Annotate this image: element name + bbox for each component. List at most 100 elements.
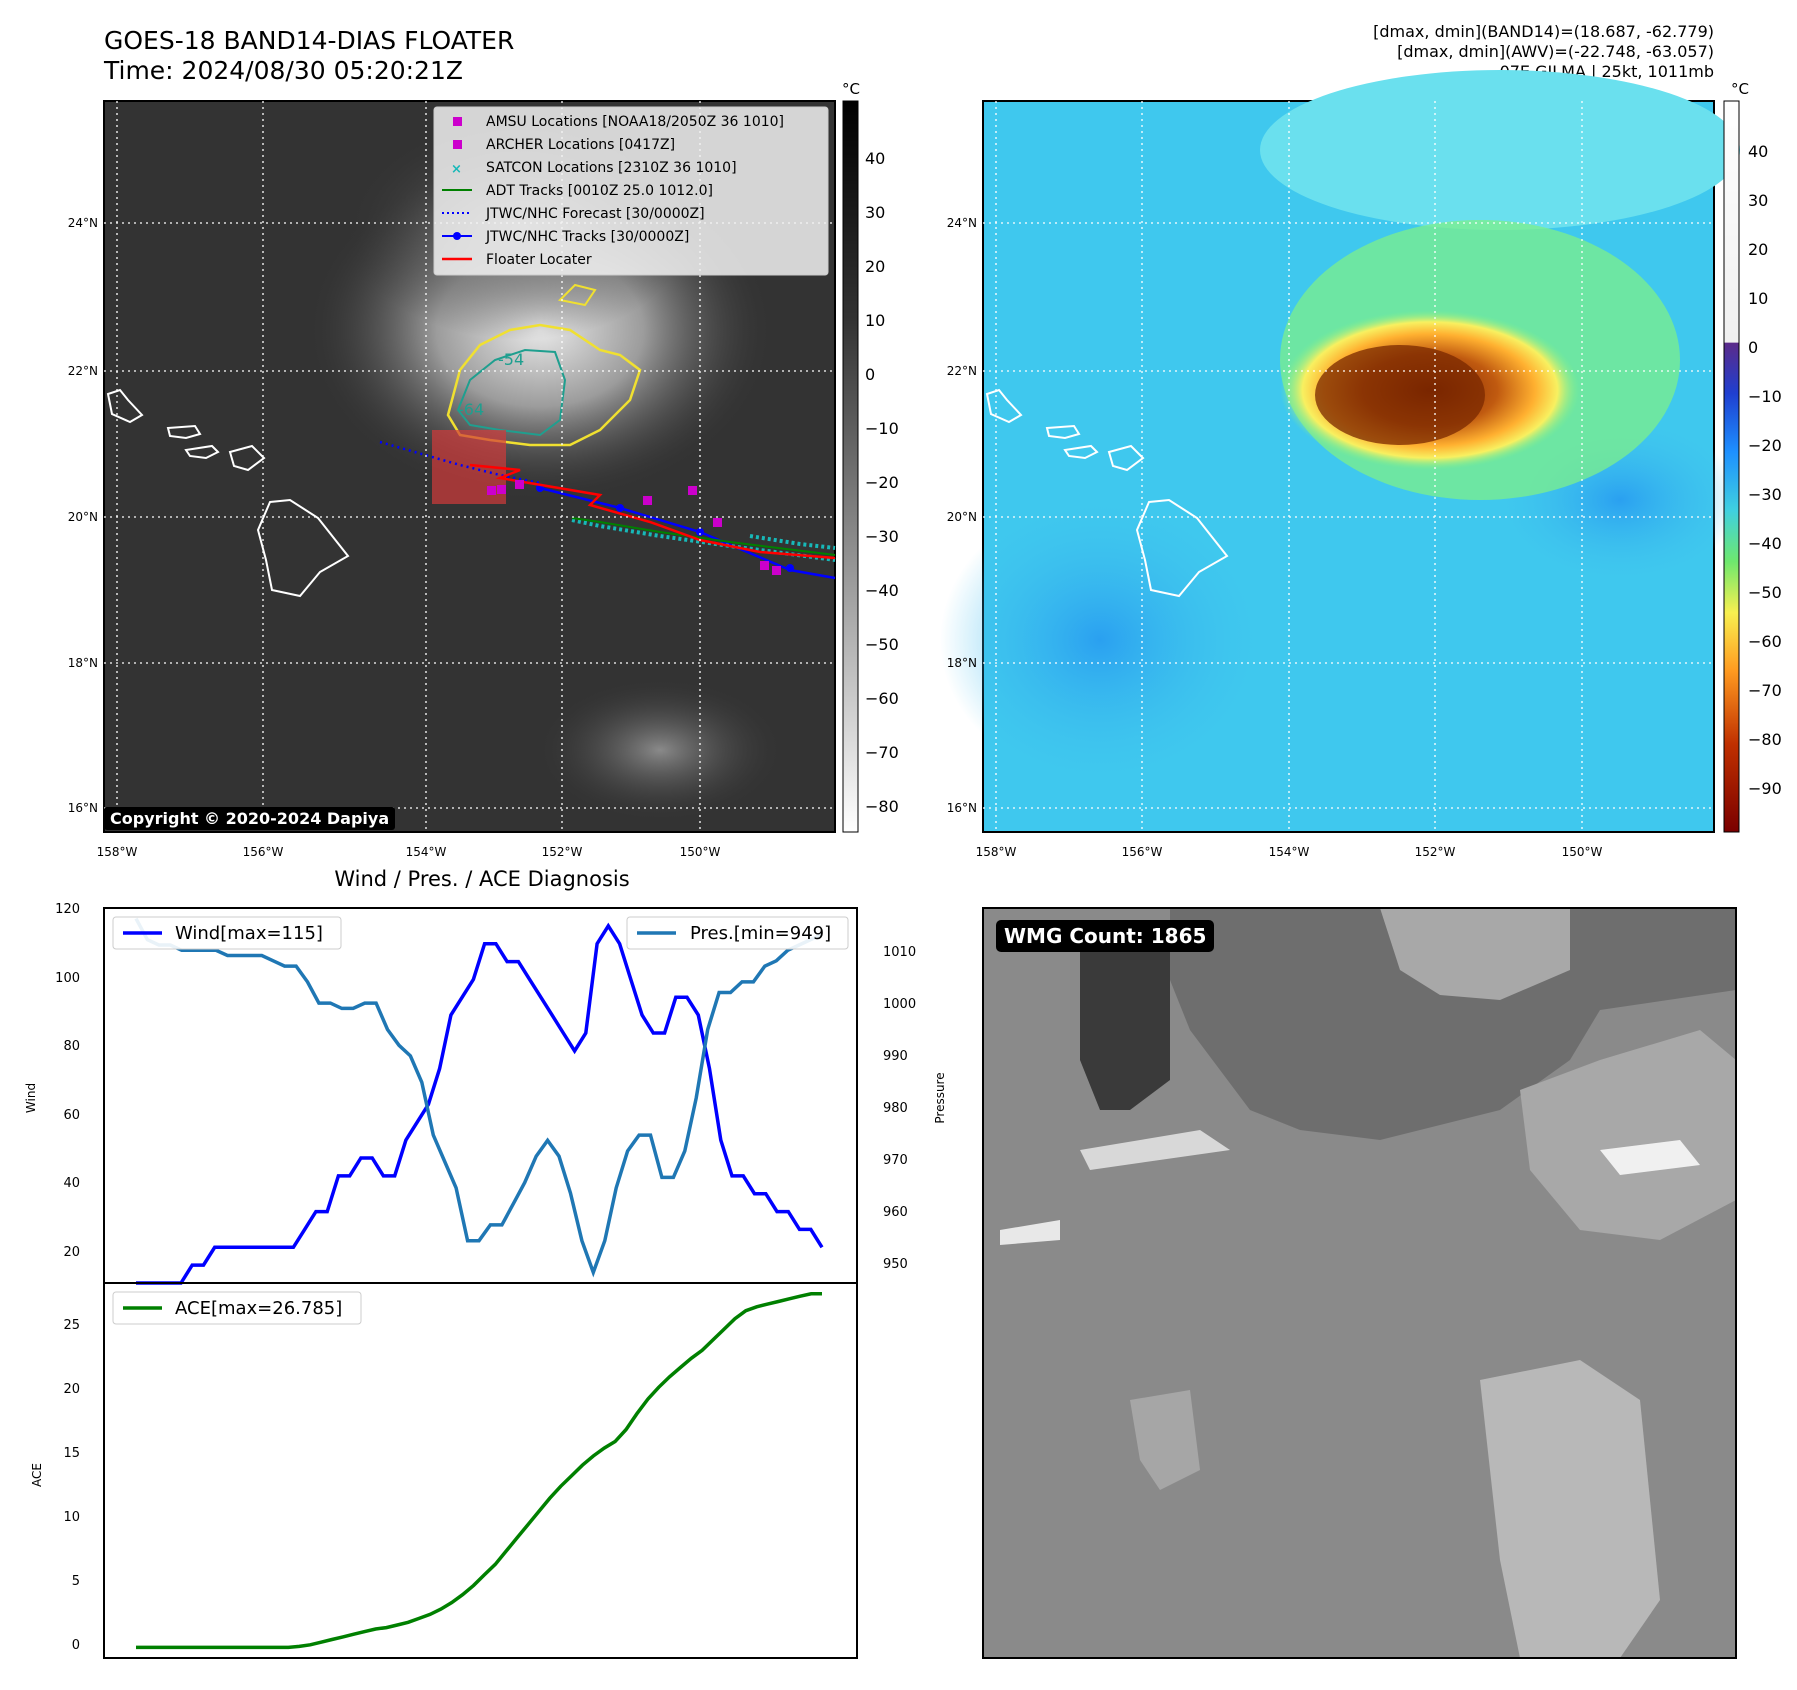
figure-title-line1: GOES-18 BAND14-DIAS FLOATER [104,26,515,55]
amsu-marker [643,496,652,505]
contour-label-54: -54 [498,350,524,369]
pressure-tick: 1010 [883,945,916,960]
satcon-track [571,518,836,562]
cb-tick: −30 [865,527,899,546]
legend-box [433,106,829,276]
pressure-tick: 970 [883,1153,908,1168]
wind-series-line [136,922,824,1285]
legend-archer-marker [453,140,462,149]
wind-legend-box [112,916,342,950]
cb-tick: 40 [1748,142,1768,161]
wmg-light-east [1520,1030,1736,1240]
wind-tick: 60 [63,1108,80,1123]
lon-label: 152°W [542,845,583,859]
lon-label: 154°W [406,845,447,859]
cb-tick: −20 [865,473,899,492]
amsu-marker [713,518,722,527]
cb-tick: 20 [865,257,885,276]
lat-label: 18°N [68,656,98,670]
stats-header: [dmax, dmin](BAND14)=(18.687, -62.779) [… [1373,22,1714,82]
awv-moist-top [1260,70,1740,230]
wind-tick: 80 [63,1039,80,1054]
cb-tick: −20 [1748,436,1782,455]
awv-lat-labels: 24°N 22°N 20°N 18°N 16°N [947,216,977,815]
ace-tick: 25 [63,1318,80,1333]
pressure-legend-label: Pres.[min=949] [690,923,831,944]
stats-awv: [dmax, dmin](AWV)=(-22.748, -63.057) [1397,42,1714,61]
ace-tick: 20 [63,1382,80,1397]
legend-adt: ADT Tracks [0010Z 25.0 1012.0] [486,183,713,199]
adt-track [571,517,836,556]
wind-tick: 40 [63,1176,80,1191]
lon-label: 158°W [976,845,1017,859]
ace-frame [103,1282,858,1659]
lat-label: 18°N [947,656,977,670]
cb-tick: −60 [1748,632,1782,651]
cb-tick: 10 [865,311,885,330]
cb-tick: 30 [865,203,885,222]
awv-colorbar: °C 40 30 20 10 0 −10 −20 −30 −40 −50 −60… [1723,80,1782,833]
cb-tick: −50 [865,635,899,654]
wind-pressure-frame [103,907,858,1284]
wmg-bright-streak [1080,1130,1230,1170]
lat-label: 16°N [947,801,977,815]
cb-tick: −50 [1748,583,1782,602]
wind-pressure-chart: Wind Pressure 120 100 80 60 40 20 1010 1… [24,902,947,1285]
lon-label: 158°W [97,845,138,859]
band14-map: -54 -64 [103,100,836,833]
jtwc-point [616,504,624,512]
ace-tick: 15 [63,1446,80,1461]
wmg-count-badge: WMG Count: 1865 [996,920,1215,952]
oahu-outline [166,424,202,440]
awv-colorbar-unit: °C [1731,80,1749,98]
amsu-marker [772,566,781,575]
wmg-bright-streak [1000,1220,1060,1245]
oahu-outline [1045,424,1081,440]
amsu-marker [688,486,697,495]
band14-colorbar-ticks: 40 30 20 10 0 −10 −20 −30 −40 −50 −60 −7… [865,149,899,816]
stats-band14: [dmax, dmin](BAND14)=(18.687, -62.779) [1373,22,1714,41]
wind-legend-label: Wind[max=115] [175,923,323,944]
copyright-badge: Copyright © 2020-2024 Dapiya [104,807,396,830]
awv-colorbar-bar [1723,100,1740,833]
lat-label: 24°N [947,216,977,230]
wind-tick: 120 [55,902,80,917]
awv-blue-sw [940,500,1260,780]
legend-amsu: AMSU Locations [NOAA18/2050Z 36 1010] [486,114,784,130]
diagnosis-title: Wind / Pres. / ACE Diagnosis [334,867,629,891]
figure-title-line2: Time: 2024/08/30 05:20:21Z [104,56,463,85]
contour-label-64: -64 [458,400,484,419]
legend-jtwc-dot [453,232,461,240]
cb-tick: 0 [1748,338,1758,357]
cb-tick: −60 [865,689,899,708]
ace-chart: ACE 25 20 15 10 5 0 ACE[max=26.785] [30,1282,858,1659]
band14-lat-labels: 24°N 22°N 20°N 18°N 16°N [68,216,98,815]
ace-legend-box [112,1291,362,1325]
wind-legend: Wind[max=115] [112,916,342,950]
ace-tick: 10 [63,1510,80,1525]
cb-tick: −30 [1748,485,1782,504]
ace-legend: ACE[max=26.785] [112,1291,362,1325]
satcon-track-east [749,534,836,550]
hawaii-islands-right [985,388,1229,598]
big-island-outline [256,498,350,598]
pressure-tick: 960 [883,1205,908,1220]
band14-legend: AMSU Locations [NOAA18/2050Z 36 1010] AR… [433,106,829,276]
band14-colorbar-unit: °C [842,80,860,98]
lat-label: 22°N [947,364,977,378]
pressure-ticks: 1010 1000 990 980 970 960 950 [883,945,916,1272]
cb-tick: 10 [1748,289,1768,308]
wind-ticks: 120 100 80 60 40 20 [55,902,80,1260]
molokai-outline [184,444,220,460]
lon-label: 150°W [1562,845,1603,859]
archer-marker [515,480,524,489]
legend-amsu-marker [453,117,462,126]
awv-colorbar-ticks: 40 30 20 10 0 −10 −20 −30 −40 −50 −60 −7… [1748,142,1782,798]
ace-legend-label: ACE[max=26.785] [175,1298,342,1319]
archer-marker [487,486,496,495]
band14-colorbar-bar [842,100,859,833]
cb-tick: −70 [1748,681,1782,700]
lon-label: 152°W [1415,845,1456,859]
lon-label: 150°W [680,845,721,859]
wind-axis-label: Wind [24,1083,38,1113]
